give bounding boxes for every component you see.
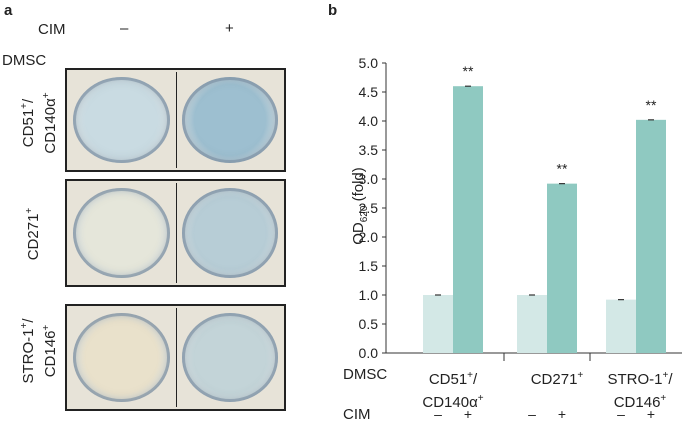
dmsc-label: DMSC bbox=[2, 52, 47, 69]
cim-sign-label: – bbox=[434, 406, 442, 422]
y-tick-label: 2.0 bbox=[359, 229, 379, 245]
bar bbox=[636, 119, 666, 353]
y-tick-label: 0.0 bbox=[359, 345, 379, 361]
culture-dish-image bbox=[181, 77, 278, 163]
col-minus-label: – bbox=[120, 20, 129, 37]
well-cim-plus bbox=[176, 72, 285, 168]
bar bbox=[517, 295, 547, 353]
y-tick-label: 4.0 bbox=[359, 113, 379, 129]
cim-sign-label: + bbox=[647, 406, 655, 422]
x-dmsc-label: DMSC bbox=[343, 366, 388, 383]
bar bbox=[606, 299, 636, 353]
y-tick-label: 3.0 bbox=[359, 171, 379, 187]
group-label-2: CD271+ bbox=[530, 370, 584, 388]
culture-dish-image bbox=[73, 188, 170, 278]
y-tick-label: 4.5 bbox=[359, 84, 379, 100]
panel-b-letter: b bbox=[328, 2, 338, 19]
cim-sign-label: + bbox=[464, 406, 472, 422]
culture-dish-image bbox=[73, 77, 170, 163]
well-cim-minus bbox=[67, 183, 177, 283]
cim-sign-label: – bbox=[617, 406, 625, 422]
cim-sign-label: – bbox=[528, 406, 536, 422]
col-plus-label: + bbox=[225, 20, 234, 37]
well-photo-row-1 bbox=[65, 68, 286, 172]
well-cim-plus bbox=[176, 308, 285, 407]
well-photo-row-3 bbox=[65, 304, 286, 411]
y-tick-label: 0.5 bbox=[359, 316, 379, 332]
culture-dish-image bbox=[181, 313, 278, 402]
well-photo-row-2 bbox=[65, 179, 286, 287]
well-cim-minus bbox=[67, 308, 177, 407]
significance-label: ** bbox=[646, 97, 657, 113]
significance-label: ** bbox=[463, 63, 474, 79]
culture-dish-image bbox=[181, 188, 278, 278]
culture-dish-image bbox=[73, 313, 170, 402]
bar bbox=[453, 86, 483, 353]
y-tick-label: 3.5 bbox=[359, 142, 379, 158]
cim-sign-label: + bbox=[558, 406, 566, 422]
group-label-1: CD51+/ CD140α+ bbox=[422, 370, 484, 411]
bar bbox=[547, 183, 577, 353]
well-cim-plus bbox=[176, 183, 285, 283]
well-cim-minus bbox=[67, 72, 177, 168]
y-tick-label: 2.5 bbox=[359, 200, 379, 216]
group-label-3: STRO-1+/ CD146+ bbox=[607, 370, 673, 411]
y-tick-label: 5.0 bbox=[359, 55, 379, 71]
y-tick-label: 1.5 bbox=[359, 258, 379, 274]
bar bbox=[423, 295, 453, 353]
x-cim-label: CIM bbox=[343, 406, 371, 423]
significance-label: ** bbox=[557, 161, 568, 177]
y-tick-label: 1.0 bbox=[359, 287, 379, 303]
panel-a-letter: a bbox=[4, 2, 13, 19]
cim-label: CIM bbox=[38, 21, 66, 38]
